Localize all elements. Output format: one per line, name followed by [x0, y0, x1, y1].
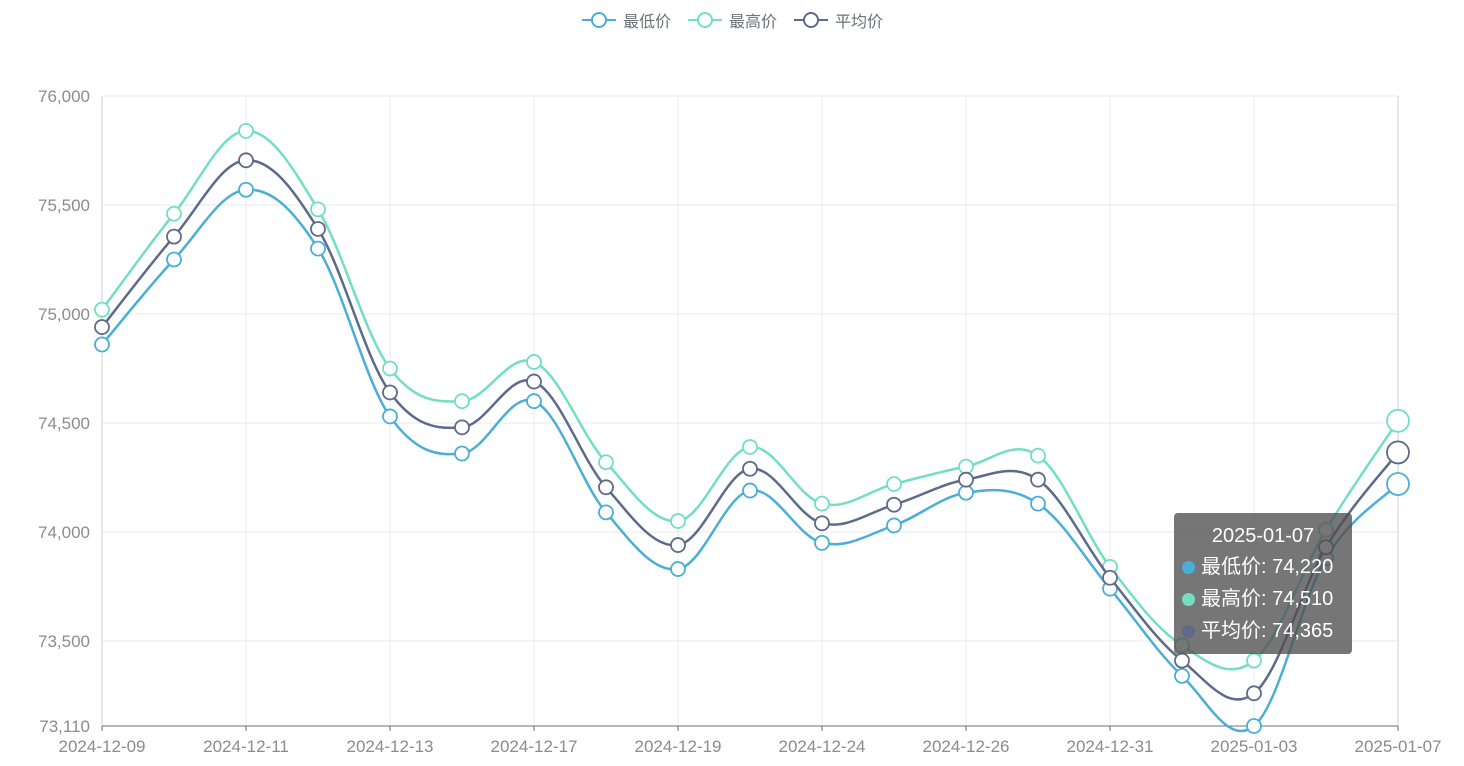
data-point-avg[interactable]: [454, 419, 470, 436]
data-point-max[interactable]: [310, 201, 326, 218]
data-point-avg[interactable]: [958, 471, 974, 488]
legend-marker-icon: [687, 12, 722, 28]
data-point-avg[interactable]: [886, 496, 902, 513]
x-tick-label: 2024-12-11: [203, 737, 289, 756]
y-tick-label: 75,500: [38, 196, 90, 215]
data-point-avg[interactable]: [1386, 440, 1410, 465]
series-dot-icon: [1182, 624, 1195, 638]
x-tick-label: 2024-12-19: [635, 737, 722, 756]
x-tick-label: 2025-01-03: [1211, 737, 1298, 756]
data-point-avg[interactable]: [742, 460, 758, 477]
legend-item-avg-price[interactable]: 平均价: [793, 8, 883, 32]
data-point-max[interactable]: [526, 354, 542, 370]
series-dot-icon: [1182, 560, 1195, 574]
data-point-min[interactable]: [670, 561, 686, 577]
data-point-min[interactable]: [814, 534, 830, 551]
data-point-max[interactable]: [238, 122, 254, 139]
data-point-min[interactable]: [742, 482, 758, 499]
data-point-avg[interactable]: [670, 537, 686, 553]
series-dot-icon: [1182, 592, 1195, 606]
legend-label: 最低价: [622, 14, 671, 31]
data-point-avg[interactable]: [814, 515, 830, 532]
data-point-avg[interactable]: [1246, 685, 1262, 702]
y-tick-label: 73,500: [38, 632, 90, 651]
data-point-min[interactable]: [1386, 472, 1410, 496]
data-point-min[interactable]: [958, 484, 974, 501]
data-point-min[interactable]: [310, 240, 326, 257]
data-point-max[interactable]: [670, 513, 686, 529]
tooltip-row-label: 平均价: 74,365: [1201, 620, 1334, 642]
data-point-min[interactable]: [886, 517, 902, 534]
data-point-min[interactable]: [382, 408, 398, 425]
data-point-max[interactable]: [382, 360, 398, 377]
legend-label: 最高价: [728, 14, 777, 31]
grid-lines: [101, 95, 1399, 726]
data-point-avg[interactable]: [94, 319, 110, 335]
series-lines: [94, 122, 1410, 734]
data-point-max[interactable]: [814, 495, 830, 512]
data-point-avg[interactable]: [526, 373, 542, 390]
x-tick-label: 2024-12-26: [923, 737, 1010, 756]
data-point-avg[interactable]: [1030, 471, 1046, 488]
data-point-min[interactable]: [526, 393, 542, 410]
tooltip-row-avg: 平均价: 74,365: [1182, 615, 1344, 647]
legend-item-min-price[interactable]: 最低价: [581, 8, 671, 32]
y-tick-label: 74,500: [38, 414, 90, 433]
data-point-avg[interactable]: [1174, 652, 1190, 669]
data-point-max[interactable]: [1030, 447, 1046, 464]
legend-marker-icon: [581, 12, 616, 28]
y-tick-label: 75,000: [38, 305, 90, 324]
legend-marker-icon: [794, 12, 828, 28]
tooltip-row-label: 最高价: 74,510: [1201, 588, 1334, 610]
data-point-min[interactable]: [238, 181, 254, 198]
data-point-avg[interactable]: [310, 221, 326, 237]
data-point-max[interactable]: [1246, 652, 1262, 669]
data-point-min[interactable]: [166, 251, 182, 268]
y-tick-label: 73,110: [39, 717, 90, 736]
data-point-avg[interactable]: [1102, 569, 1118, 586]
data-point-min[interactable]: [1246, 718, 1262, 734]
data-point-max[interactable]: [1386, 408, 1410, 433]
data-point-min[interactable]: [454, 445, 470, 462]
data-point-avg[interactable]: [166, 228, 182, 245]
data-point-max[interactable]: [958, 458, 974, 475]
data-point-max[interactable]: [742, 439, 758, 455]
x-tick-label: 2024-12-17: [491, 737, 578, 756]
data-point-max[interactable]: [598, 454, 614, 471]
y-tick-label: 76,000: [38, 87, 90, 106]
tooltip-row-label: 最低价: 74,220: [1201, 556, 1334, 578]
data-point-min[interactable]: [1030, 495, 1046, 512]
x-tick-label: 2025-01-07: [1355, 737, 1442, 756]
tooltip-row-max: 最高价: 74,510: [1182, 583, 1344, 615]
axes: 73,110 73,500 74,000 74,500 75,000 75,500 76,0…: [38, 87, 1441, 756]
data-point-max[interactable]: [454, 393, 470, 410]
y-tick-label: 74,000: [38, 523, 90, 542]
data-point-min[interactable]: [1174, 667, 1190, 684]
chart-tooltip: 2025-01-07 最低价: 74,220 最高价: 74,510 平均价: …: [1174, 513, 1352, 654]
data-point-avg[interactable]: [382, 384, 398, 401]
x-tick-label: 2024-12-24: [779, 737, 866, 756]
data-point-max[interactable]: [886, 476, 902, 492]
x-tick-label: 2024-12-31: [1067, 737, 1154, 756]
tooltip-row-min: 最低价: 74,220: [1182, 551, 1344, 583]
data-point-avg[interactable]: [598, 479, 614, 496]
data-point-min[interactable]: [94, 336, 110, 353]
tooltip-title: 2025-01-07: [1211, 525, 1315, 547]
legend-label: 平均价: [835, 14, 884, 31]
data-point-avg[interactable]: [238, 152, 254, 169]
data-point-max[interactable]: [94, 301, 110, 318]
data-point-max[interactable]: [166, 205, 182, 222]
data-point-min[interactable]: [598, 504, 614, 521]
chart-legend: 最低价 最高价 平均价: [0, 8, 1464, 32]
x-tick-label: 2024-12-09: [59, 737, 146, 756]
x-tick-label: 2024-12-13: [347, 737, 434, 756]
legend-item-max-price[interactable]: 最高价: [687, 8, 777, 32]
